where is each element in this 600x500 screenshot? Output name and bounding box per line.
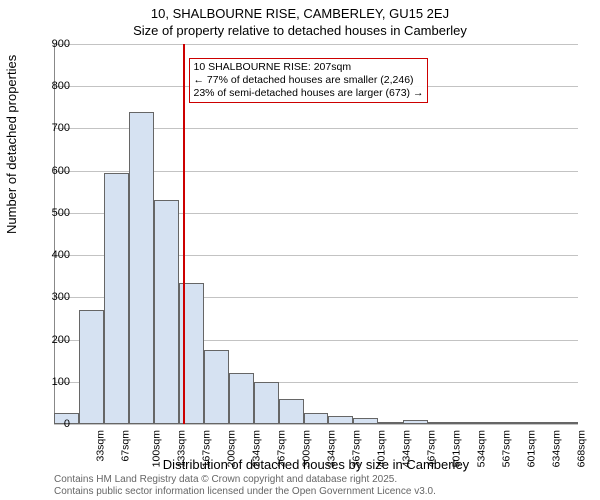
histogram-bar <box>254 382 279 424</box>
footer-line2: Contains public sector information licen… <box>54 486 590 498</box>
chart-plot-area: 33sqm67sqm100sqm133sqm167sqm200sqm234sqm… <box>54 44 578 424</box>
ytick-label: 300 <box>30 291 70 303</box>
chart-title-line2: Size of property relative to detached ho… <box>0 23 600 40</box>
histogram-bar <box>403 420 428 424</box>
x-axis-label: Distribution of detached houses by size … <box>54 457 578 472</box>
annotation-box: 10 SHALBOURNE RISE: 207sqm← 77% of detac… <box>189 58 429 103</box>
footer-line1: Contains HM Land Registry data © Crown c… <box>54 474 590 486</box>
histogram-bar <box>353 418 378 424</box>
annotation-line3: 23% of semi-detached houses are larger (… <box>194 87 424 100</box>
ytick-label: 900 <box>30 38 70 50</box>
histogram-bar <box>378 422 403 424</box>
gridline <box>54 44 578 45</box>
histogram-bar <box>328 416 353 424</box>
chart-title-line1: 10, SHALBOURNE RISE, CAMBERLEY, GU15 2EJ <box>0 6 600 23</box>
histogram-bar <box>229 373 254 424</box>
histogram-bar <box>428 422 453 424</box>
histogram-bar <box>279 399 304 424</box>
histogram-bar <box>553 422 578 424</box>
ytick-label: 600 <box>30 165 70 177</box>
histogram-bar <box>453 422 478 424</box>
histogram-bar <box>503 422 528 424</box>
histogram-bar <box>528 422 553 424</box>
ytick-label: 700 <box>30 122 70 134</box>
ytick-label: 100 <box>30 376 70 388</box>
annotation-line1: 10 SHALBOURNE RISE: 207sqm <box>194 61 424 74</box>
ytick-label: 200 <box>30 334 70 346</box>
y-axis-label: Number of detached properties <box>4 55 19 234</box>
ytick-label: 0 <box>30 418 70 430</box>
histogram-bar <box>478 422 503 424</box>
ytick-label: 500 <box>30 207 70 219</box>
annotation-line2: ← 77% of detached houses are smaller (2,… <box>194 74 424 87</box>
ytick-label: 400 <box>30 249 70 261</box>
histogram-bar <box>154 200 179 424</box>
histogram-bar <box>129 112 154 424</box>
histogram-bar <box>104 173 129 424</box>
histogram-bar <box>204 350 229 424</box>
ytick-label: 800 <box>30 80 70 92</box>
reference-line <box>183 44 185 424</box>
histogram-bar <box>79 310 104 424</box>
gridline <box>54 424 578 425</box>
chart-footer: Contains HM Land Registry data © Crown c… <box>54 474 590 498</box>
histogram-bar <box>304 413 329 424</box>
chart-title: 10, SHALBOURNE RISE, CAMBERLEY, GU15 2EJ… <box>0 6 600 40</box>
